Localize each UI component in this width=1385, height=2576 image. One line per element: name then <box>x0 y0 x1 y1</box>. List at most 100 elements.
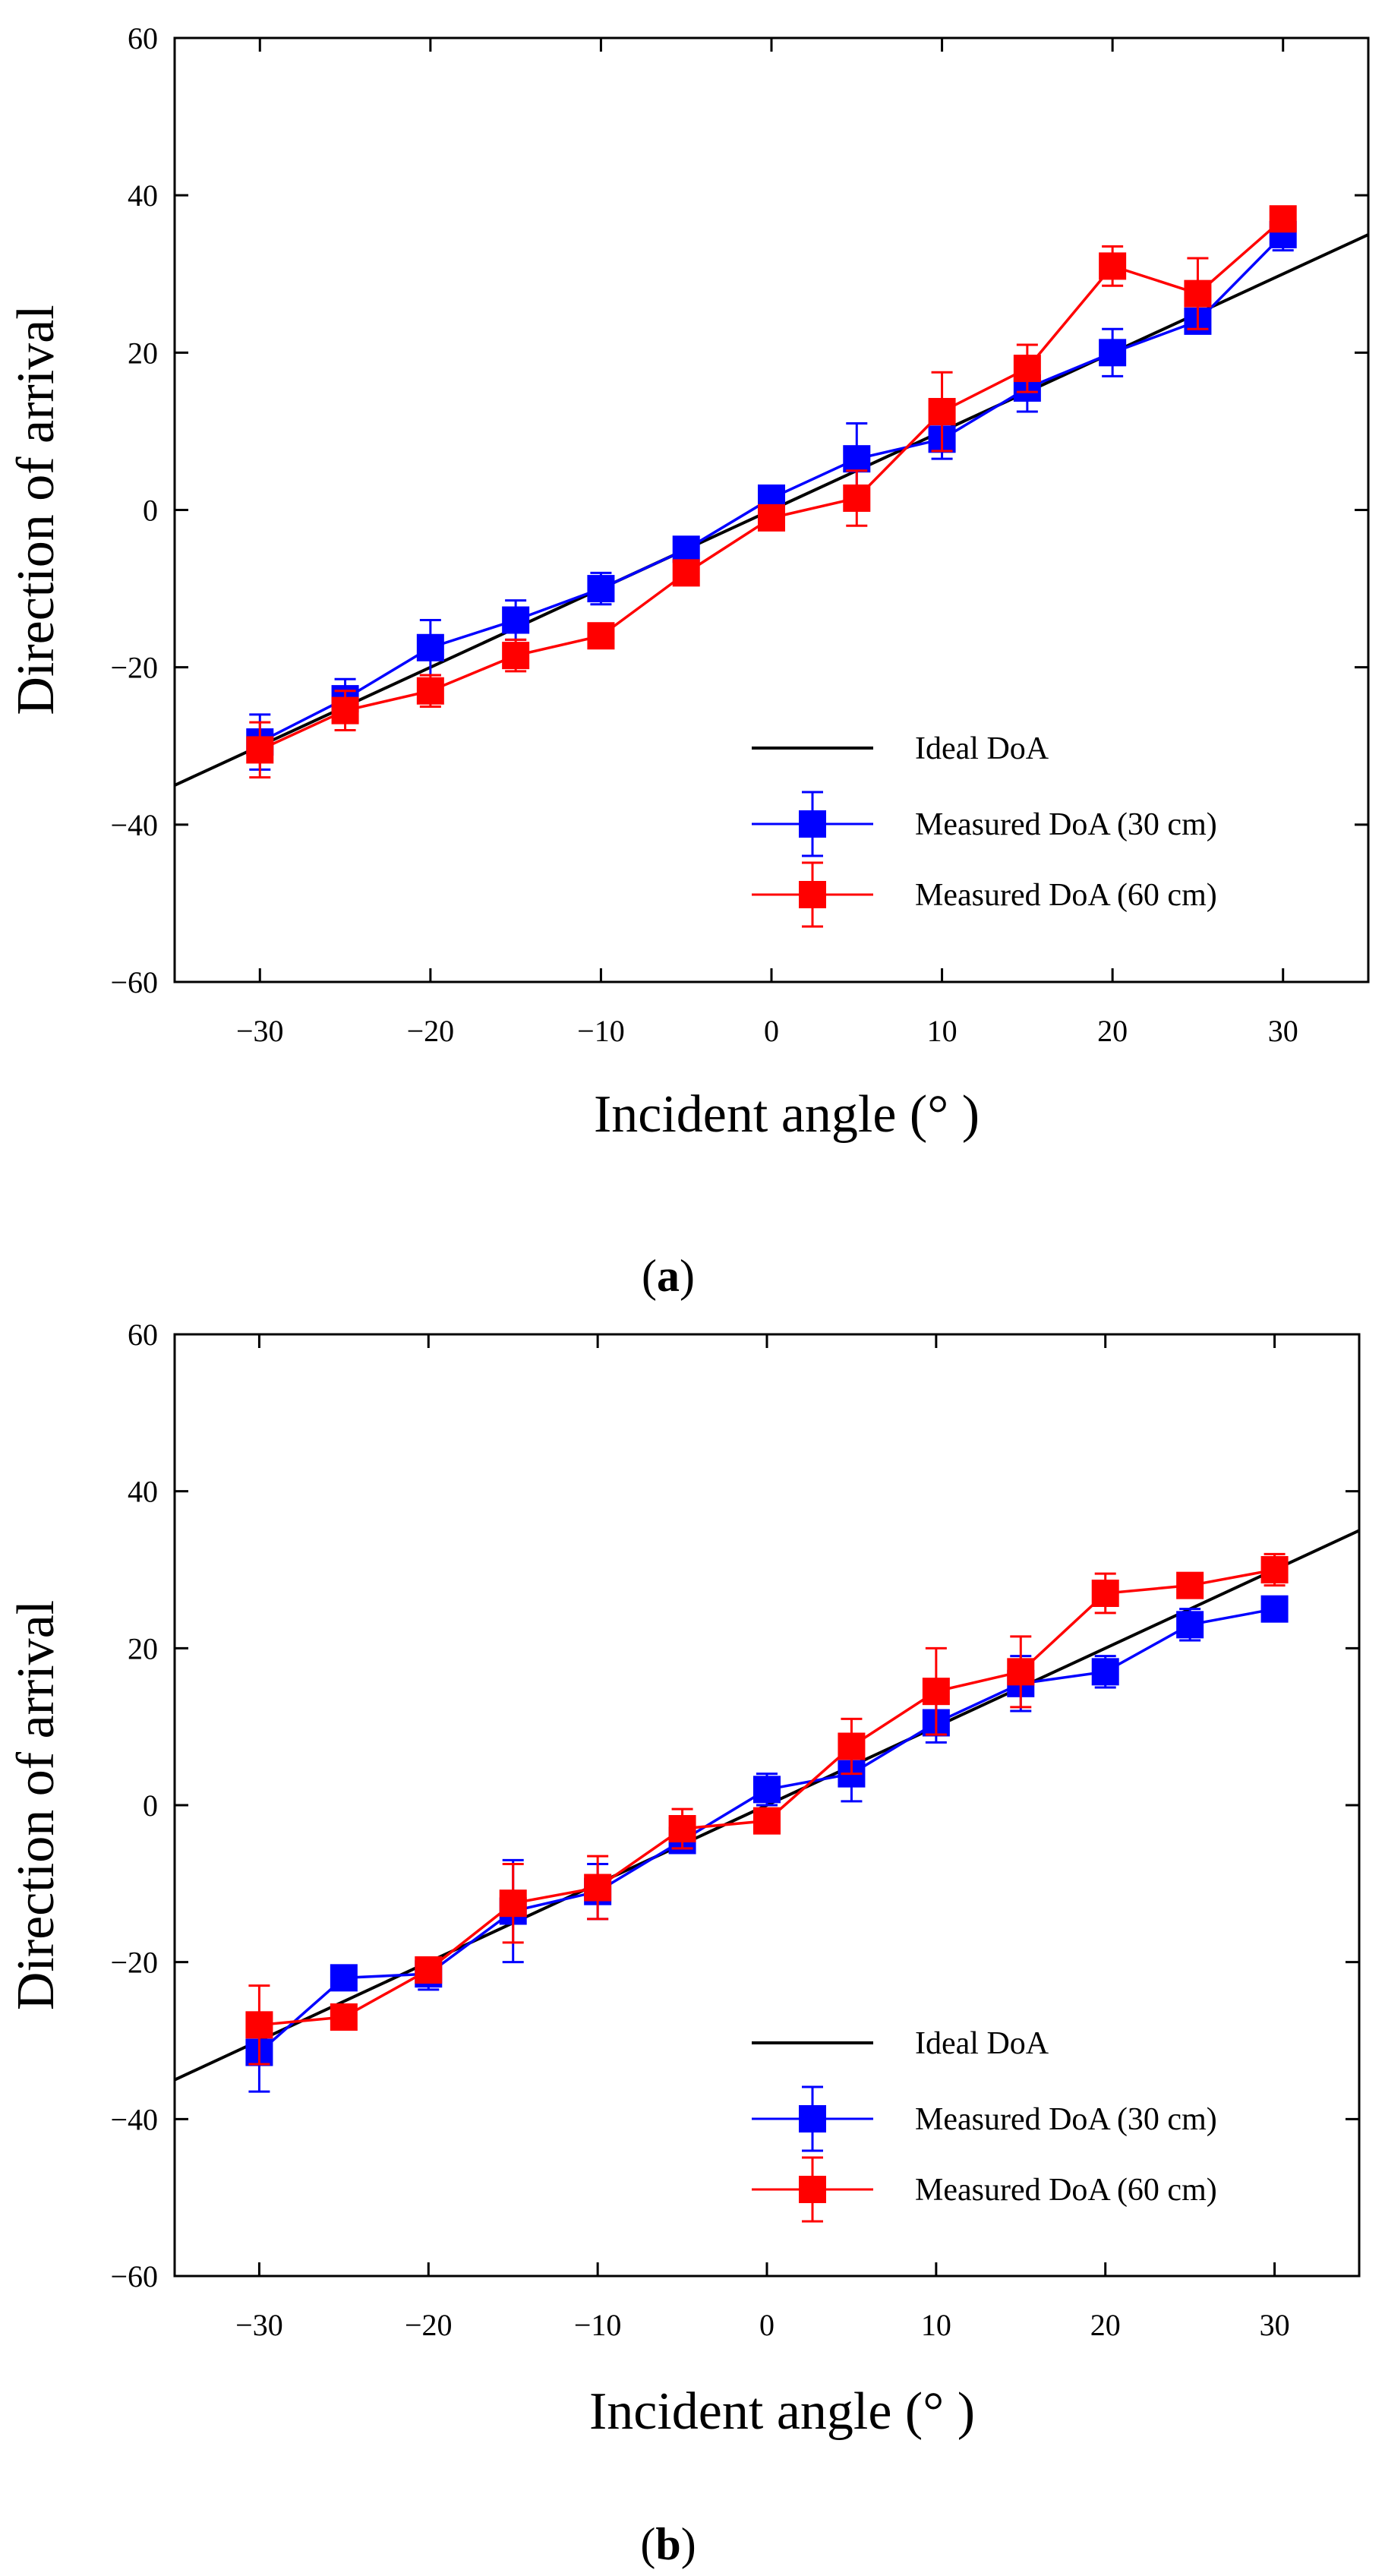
panel-caption-b: (b) <box>640 2519 696 2569</box>
data-point <box>758 504 785 532</box>
data-point <box>416 633 444 661</box>
data-point <box>502 642 530 670</box>
legend-marker <box>799 2176 826 2203</box>
legend-marker <box>799 2105 826 2132</box>
x-tick-label: −10 <box>577 1014 625 1048</box>
series-60cm <box>245 1552 1289 2066</box>
x-tick-label: 10 <box>921 2308 951 2342</box>
data-point <box>843 484 871 512</box>
y-tick-label: 60 <box>128 1318 158 1352</box>
data-point <box>502 606 530 634</box>
data-point <box>1091 1580 1119 1607</box>
y-tick-label: 40 <box>128 1475 158 1509</box>
y-tick-label: 20 <box>128 1631 158 1665</box>
data-point <box>668 1815 696 1842</box>
y-tick-label: −40 <box>110 2102 158 2136</box>
legend-series-60cm-glyph <box>752 2156 873 2223</box>
data-point <box>330 1964 358 1992</box>
data-point <box>330 2003 358 2031</box>
y-tick-label: −40 <box>110 808 158 842</box>
data-point <box>1007 1658 1035 1686</box>
x-tick-label: 0 <box>759 2308 775 2342</box>
x-axis-label: Incident angle (° ) <box>589 2382 975 2441</box>
x-tick-label: −10 <box>574 2308 622 2342</box>
data-point <box>928 398 956 426</box>
caption-letter: b <box>655 2519 680 2569</box>
legend-marker <box>799 881 826 908</box>
legend-series-30cm-label: Measured DoA (30 cm) <box>915 807 1217 842</box>
series-line <box>259 217 1284 752</box>
series-60cm <box>246 205 1297 779</box>
data-point <box>415 1956 443 1984</box>
chart-panel-a: −60 −40 −20 0 20 40 60 −30 −20 −10 0 10 20 30 Direct… <box>7 21 1370 1301</box>
y-tick-label: 60 <box>128 21 158 55</box>
legend-ideal-label: Ideal DoA <box>915 2026 1049 2061</box>
data-point <box>1260 1556 1289 1583</box>
data-point <box>1013 355 1041 383</box>
legend: Ideal DoA Measured DoA (30 cm) Measured … <box>752 2026 1217 2223</box>
data-point <box>922 1678 950 1706</box>
legend-series-60cm-label: Measured DoA (60 cm) <box>915 2173 1217 2208</box>
data-point <box>753 1807 781 1835</box>
panel-caption-a: (a) <box>642 1251 695 1301</box>
y-tick-label: −20 <box>110 1946 158 1980</box>
data-point <box>843 445 871 473</box>
y-tick-label: −60 <box>110 2259 158 2293</box>
data-point <box>1184 279 1212 308</box>
series-marks <box>174 1529 1360 2093</box>
data-point <box>246 736 274 764</box>
x-axis-ticks: −30 −20 −10 0 10 20 30 <box>235 1334 1290 2342</box>
data-point <box>1099 339 1127 367</box>
y-tick-label: 0 <box>143 1788 158 1823</box>
data-point <box>1176 1571 1204 1599</box>
legend-series-60cm-label: Measured DoA (60 cm) <box>915 878 1217 913</box>
legend-series-30cm-glyph <box>752 2085 873 2152</box>
x-tick-label: −30 <box>235 2308 283 2342</box>
y-tick-label: 40 <box>128 178 158 213</box>
data-point <box>1091 1658 1119 1686</box>
x-tick-label: 0 <box>764 1014 779 1048</box>
y-tick-label: −20 <box>110 651 158 685</box>
data-point <box>1176 1611 1204 1639</box>
y-axis-label: Direction of arrival <box>7 1600 65 2010</box>
legend: Ideal DoA Measured DoA (30 cm) Measured … <box>752 731 1217 928</box>
legend-marker <box>799 810 826 838</box>
data-point <box>499 1889 527 1918</box>
x-tick-label: 10 <box>927 1014 958 1048</box>
x-tick-label: −30 <box>236 1014 284 1048</box>
x-tick-label: 20 <box>1097 1014 1128 1048</box>
data-point <box>753 1776 781 1804</box>
chart-panel-b: −60 −40 −20 0 20 40 60 −30 −20 −10 0 10 20 30 Direct… <box>7 1318 1361 2569</box>
data-point <box>587 575 615 603</box>
y-axis-ticks: −60 −40 −20 0 20 40 60 <box>110 1318 1359 2293</box>
data-point <box>672 535 700 564</box>
y-tick-label: 20 <box>128 336 158 370</box>
data-point <box>584 1874 612 1902</box>
y-axis-label: Direction of arrival <box>7 305 65 715</box>
caption-letter: a <box>657 1251 680 1301</box>
data-point <box>331 696 359 724</box>
legend-series-30cm-label: Measured DoA (30 cm) <box>915 2102 1217 2137</box>
series-30cm <box>246 217 1297 771</box>
data-point <box>1269 205 1297 233</box>
x-tick-label: −20 <box>407 1014 455 1048</box>
data-point <box>416 677 444 705</box>
x-axis-ticks: −30 −20 −10 0 10 20 30 <box>236 38 1298 1048</box>
y-axis-ticks: −60 −40 −20 0 20 40 60 <box>110 21 1368 999</box>
x-tick-label: 30 <box>1260 2308 1290 2342</box>
y-tick-label: −60 <box>110 965 158 999</box>
y-tick-label: 0 <box>143 494 158 528</box>
data-point <box>587 622 615 650</box>
data-point <box>1260 1595 1289 1623</box>
data-point <box>245 2011 273 2039</box>
x-tick-label: 30 <box>1268 1014 1298 1048</box>
series-marks <box>174 205 1369 787</box>
x-tick-label: 20 <box>1090 2308 1121 2342</box>
legend-ideal-label: Ideal DoA <box>915 731 1049 766</box>
series-30cm <box>245 1595 1289 2093</box>
data-point <box>1099 252 1127 280</box>
data-point <box>672 559 700 587</box>
x-axis-label: Incident angle (° ) <box>594 1085 980 1144</box>
legend-series-30cm-glyph <box>752 791 873 857</box>
